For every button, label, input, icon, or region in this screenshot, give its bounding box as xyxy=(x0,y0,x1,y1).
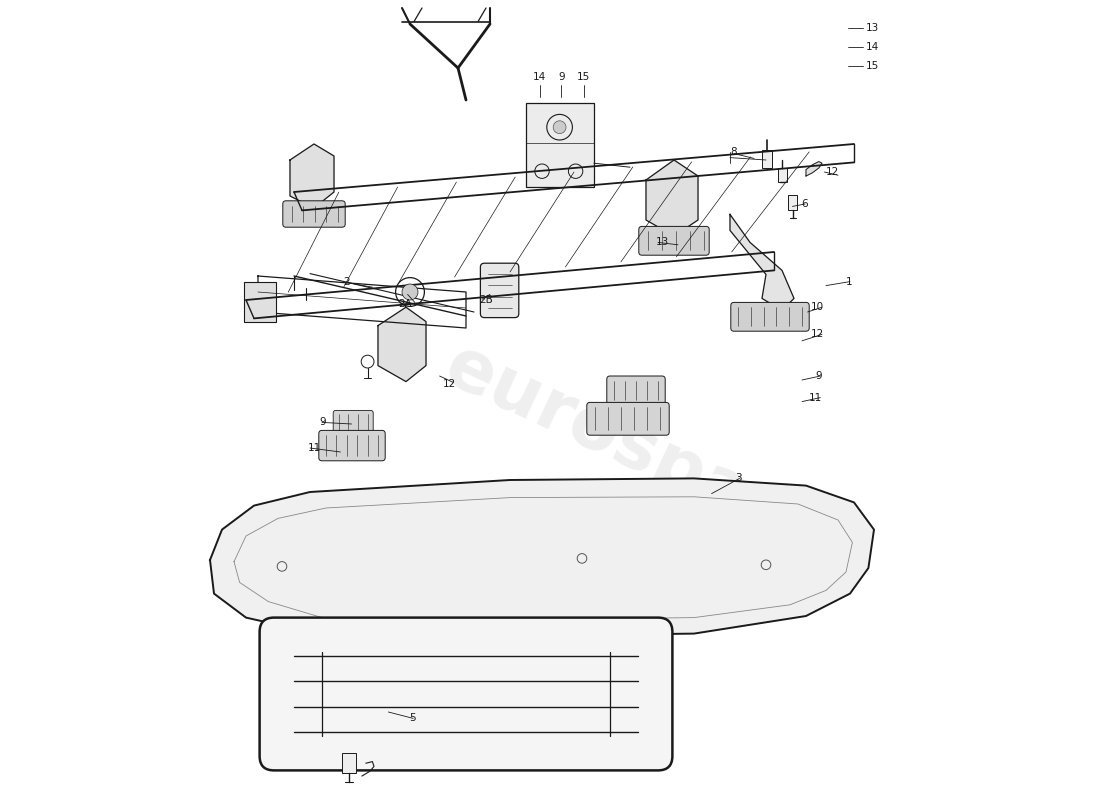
Text: 15: 15 xyxy=(866,62,879,71)
Bar xyxy=(762,150,772,168)
FancyBboxPatch shape xyxy=(481,263,519,318)
Text: 13: 13 xyxy=(866,23,879,33)
Bar xyxy=(526,103,594,187)
Polygon shape xyxy=(730,214,794,310)
Bar xyxy=(244,282,276,322)
Text: 13: 13 xyxy=(656,238,669,247)
Polygon shape xyxy=(210,478,875,636)
Text: 12: 12 xyxy=(811,330,824,339)
Text: 9: 9 xyxy=(815,371,822,381)
FancyBboxPatch shape xyxy=(319,430,385,461)
Text: 10: 10 xyxy=(811,302,824,312)
FancyBboxPatch shape xyxy=(260,618,672,770)
Text: 9: 9 xyxy=(558,72,564,82)
Polygon shape xyxy=(806,162,822,176)
Text: 1: 1 xyxy=(846,277,852,286)
FancyBboxPatch shape xyxy=(333,410,373,434)
Bar xyxy=(789,195,797,210)
Bar xyxy=(778,168,786,182)
Text: 2: 2 xyxy=(343,278,350,287)
FancyBboxPatch shape xyxy=(586,402,669,435)
Text: 14: 14 xyxy=(866,42,879,52)
Text: 12: 12 xyxy=(826,167,839,177)
Text: 11: 11 xyxy=(808,393,822,402)
Polygon shape xyxy=(378,307,426,382)
Text: 2B: 2B xyxy=(480,295,493,305)
FancyBboxPatch shape xyxy=(730,302,810,331)
Text: 2A: 2A xyxy=(398,299,412,309)
Text: 3: 3 xyxy=(736,474,743,483)
Text: eurospar: eurospar xyxy=(434,332,794,548)
Polygon shape xyxy=(290,144,334,208)
Text: 15: 15 xyxy=(578,72,591,82)
Text: 9: 9 xyxy=(320,418,327,427)
Polygon shape xyxy=(646,160,698,236)
Text: 8: 8 xyxy=(730,147,737,157)
Text: 11: 11 xyxy=(308,443,321,453)
FancyBboxPatch shape xyxy=(607,376,666,405)
Circle shape xyxy=(402,284,418,300)
FancyBboxPatch shape xyxy=(283,201,345,227)
Text: 6: 6 xyxy=(801,199,807,209)
Text: 5: 5 xyxy=(409,714,416,723)
Text: 14: 14 xyxy=(534,72,547,82)
Circle shape xyxy=(553,121,566,134)
Text: 12: 12 xyxy=(442,379,455,389)
Text: a new car parts since 1985: a new car parts since 1985 xyxy=(425,487,707,633)
Bar xyxy=(342,753,356,773)
FancyBboxPatch shape xyxy=(639,226,710,255)
